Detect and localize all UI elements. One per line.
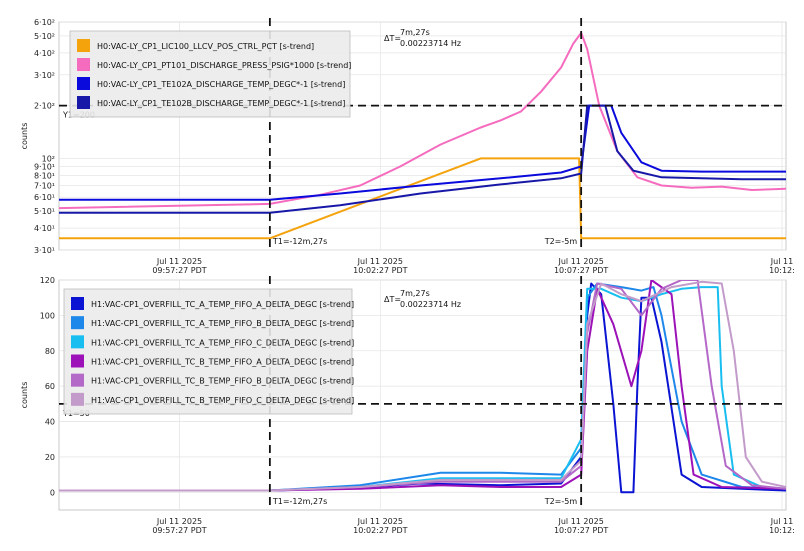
legend-entry-1: H0:VAC-LY_CP1_LIC100_LLCV_POS_CTRL_PCT [… [97,42,314,51]
x-tick-date: Jul 11 2025 [357,517,403,526]
x-tick-time: 10:02:27 PDT [353,526,407,535]
y-tick-label: 20 [45,453,55,462]
legend-entry-3: H0:VAC-LY_CP1_TE102A_DISCHARGE_TEMP_DEGC… [97,80,345,89]
x-tick-date: Jul 11 2025 [156,517,202,526]
y-axis-label: counts [20,382,29,409]
series-line-6 [59,280,786,492]
legend-swatch-5[interactable] [71,373,84,387]
delta-t-label: ΔT= [384,34,401,43]
x-tick-date: Jul 11 2025 [558,517,604,526]
t2-cursor-label: T2=-5m [544,237,578,246]
legend-swatch-6[interactable] [71,392,84,406]
t2-cursor-label: T2=-5m [544,497,578,506]
x-tick-time: 10:12: [769,526,795,535]
y-tick-label: 3·10¹ [34,246,55,255]
x-tick-date: Jul 11 [770,257,793,266]
legend-swatch-2[interactable] [71,316,84,330]
y-tick-label: 7·10¹ [34,182,55,191]
x-tick-time: 09:57:27 PDT [152,526,206,535]
t1-cursor-label: T1=-12m,27s [272,497,327,506]
series-line-2 [59,31,786,210]
legend-entry-1: H1:VAC-CP1_OVERFILL_TC_A_TEMP_FIFO_A_DEL… [91,300,354,309]
legend-entry-2: H1:VAC-CP1_OVERFILL_TC_A_TEMP_FIFO_B_DEL… [91,319,354,328]
y-tick-label: 10² [42,154,55,163]
x-tick-time: 10:07:27 PDT [554,266,608,275]
y-axis-label: counts [20,123,29,150]
delta-frequency: 0.00223714 Hz [400,300,461,309]
y-tick-label: 4·10¹ [34,224,55,233]
legend-box [69,30,351,118]
delta-t-label: ΔT= [384,295,401,304]
x-tick-time: 10:02:27 PDT [353,266,407,275]
t1-cursor-label: T1=-12m,27s [272,237,327,246]
legend-entry-5: H1:VAC-CP1_OVERFILL_TC_B_TEMP_FIFO_B_DEL… [91,377,354,386]
legend-swatch-3[interactable] [71,335,84,349]
legend-entry-3: H1:VAC-CP1_OVERFILL_TC_A_TEMP_FIFO_C_DEL… [91,338,354,347]
y-tick-label: 9·10¹ [34,162,55,171]
y-tick-label: 8·10¹ [34,171,55,180]
delta-frequency: 0.00223714 Hz [400,39,461,48]
legend-swatch-4[interactable] [77,96,90,109]
y-tick-label: 6·10¹ [34,193,55,202]
y-tick-label: 3·10² [34,71,55,80]
legend-swatch-2[interactable] [77,58,90,71]
series-line-1 [59,157,786,240]
series-line-4 [59,280,786,492]
series-line-4 [59,104,786,214]
y-tick-label: 0 [50,488,55,497]
y-tick-label: 80 [45,347,55,356]
y-tick-label: 4·10² [34,49,55,58]
x-tick-date: Jul 11 [770,517,793,526]
x-tick-date: Jul 11 2025 [558,257,604,266]
delta-t-value: 7m,27s [400,289,430,298]
x-tick-time: 10:12: [769,266,795,275]
series-line-3 [59,286,786,492]
x-tick-date: Jul 11 2025 [156,257,202,266]
legend-entry-6: H1:VAC-CP1_OVERFILL_TC_B_TEMP_FIFO_C_DEL… [91,396,354,405]
legend-swatch-1[interactable] [71,297,84,310]
y-tick-label: 6·10² [34,18,55,27]
y-tick-label: 5·10² [34,32,55,41]
legend-entry-4: H1:VAC-CP1_OVERFILL_TC_B_TEMP_FIFO_A_DEL… [91,358,354,367]
legend-entry-4: H0:VAC-LY_CP1_TE102B_DISCHARGE_TEMP_DEGC… [97,99,345,108]
series-line-5 [59,280,786,492]
legend-swatch-3[interactable] [77,77,90,90]
legend-swatch-1[interactable] [77,39,90,52]
series-line-1 [59,282,786,494]
y-tick-label: 2·10² [34,102,55,111]
x-tick-date: Jul 11 2025 [357,257,403,266]
x-tick-time: 10:07:27 PDT [554,526,608,535]
y-tick-label: 40 [45,418,55,427]
x-tick-time: 09:57:27 PDT [152,266,206,275]
legend-entry-2: H0:VAC-LY_CP1_PT101_DISCHARGE_PRESS_PSIG… [97,61,351,70]
y-tick-label: 100 [40,311,55,320]
y-tick-label: 120 [40,276,55,285]
legend-box [63,288,353,415]
delta-t-value: 7m,27s [400,28,430,37]
legend-swatch-4[interactable] [71,354,84,368]
legend: H1:VAC-CP1_OVERFILL_TC_A_TEMP_FIFO_A_DEL… [63,288,354,415]
y-tick-label: 60 [45,382,55,391]
y-tick-label: 5·10¹ [34,207,55,216]
legend: H0:VAC-LY_CP1_LIC100_LLCV_POS_CTRL_PCT [… [69,30,351,118]
